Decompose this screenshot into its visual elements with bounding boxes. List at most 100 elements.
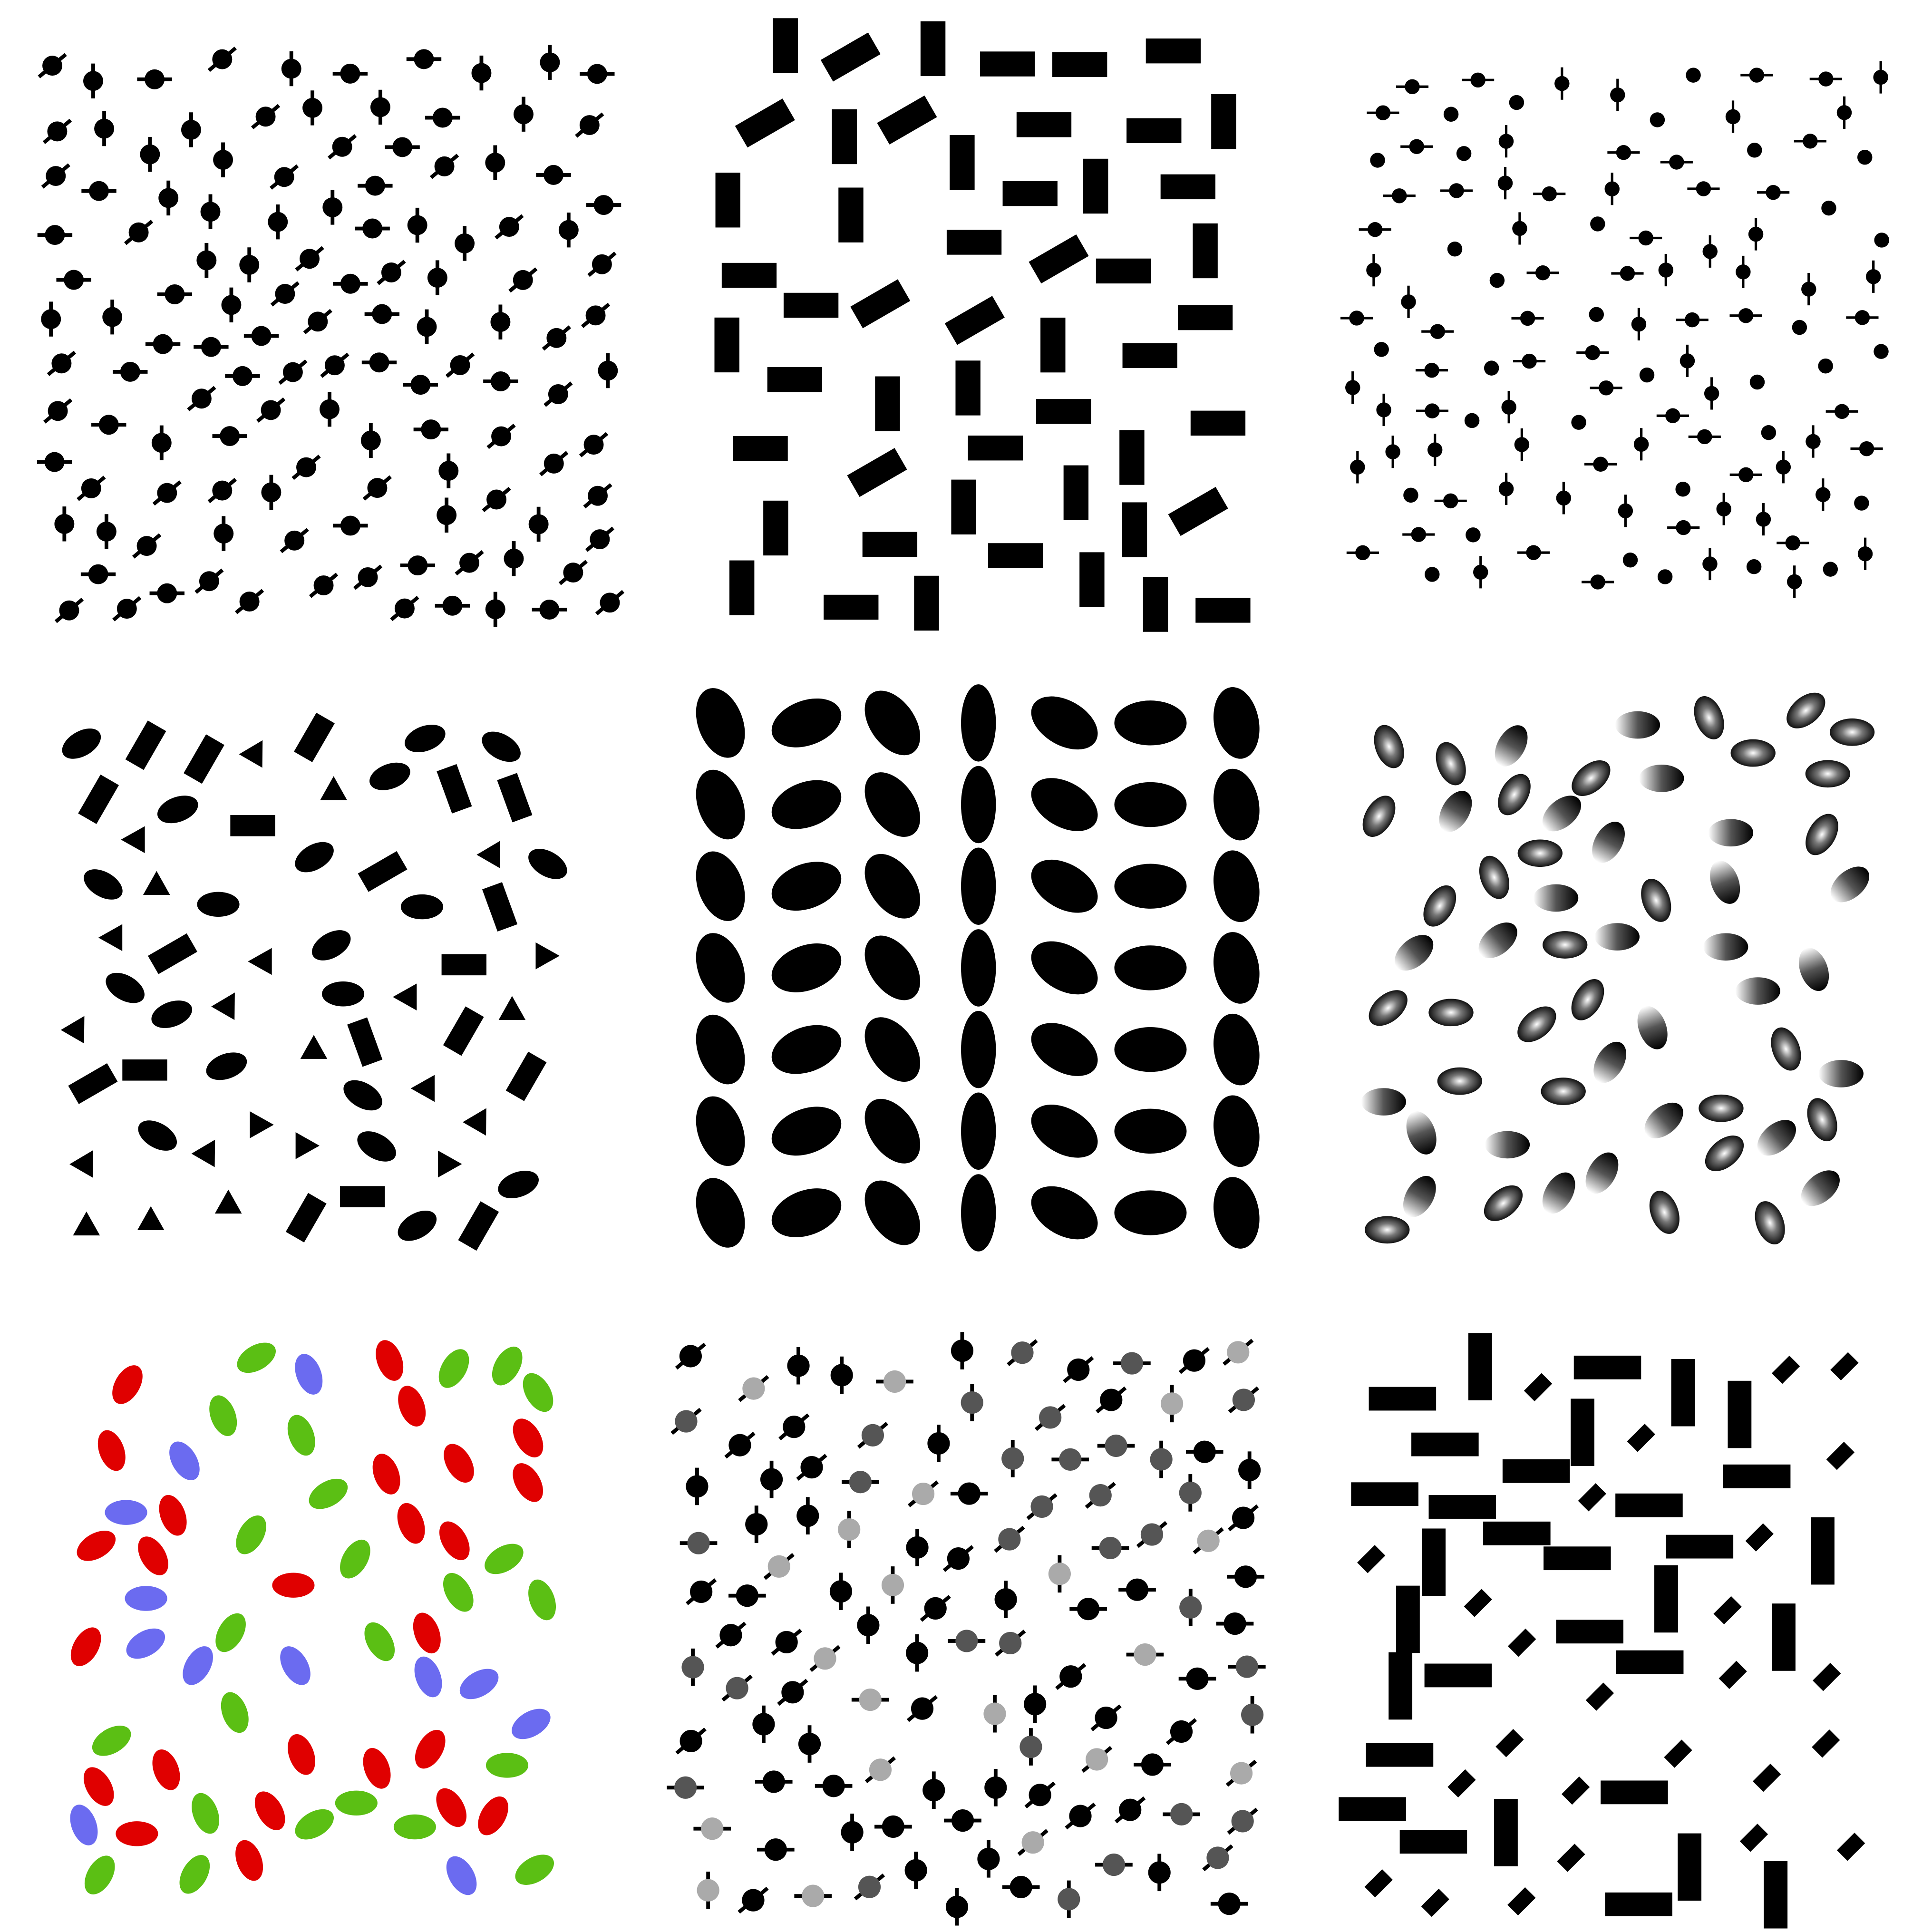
bar [950, 135, 975, 190]
ellipse [443, 1573, 474, 1612]
dot [955, 1630, 978, 1652]
dot [1823, 562, 1838, 577]
ellipse [696, 1096, 745, 1166]
dot [882, 1815, 904, 1838]
dot [1069, 1805, 1092, 1827]
bar [1122, 502, 1147, 557]
dot [1815, 487, 1831, 502]
dot [1086, 1748, 1108, 1771]
dot [1716, 501, 1731, 517]
ellipse [237, 1342, 276, 1373]
dot [906, 1536, 929, 1559]
triangle [410, 1075, 435, 1102]
dot [81, 478, 101, 498]
dot [407, 215, 427, 235]
dot [781, 1681, 804, 1704]
ellipse [287, 1415, 315, 1456]
bar [441, 954, 486, 976]
ellipse [1593, 1041, 1627, 1083]
ellipse [106, 972, 145, 1003]
dot [485, 599, 505, 620]
dot [588, 485, 608, 506]
dot [370, 97, 390, 117]
bar [482, 882, 518, 932]
triangle [239, 740, 263, 768]
ellipse [1214, 1095, 1260, 1167]
bar [1772, 1603, 1796, 1671]
triangle [295, 1132, 320, 1159]
bar [1745, 1523, 1774, 1552]
dot [600, 592, 620, 613]
ellipse [1829, 718, 1875, 746]
dot [499, 217, 519, 237]
dot [563, 563, 583, 583]
dot [927, 1432, 950, 1455]
ellipse [398, 1386, 426, 1427]
dot [814, 1647, 836, 1670]
dot [120, 361, 140, 382]
ellipse [62, 728, 101, 759]
dot [48, 401, 68, 421]
ellipse [1436, 742, 1466, 786]
dot [1021, 1831, 1044, 1854]
ellipse [116, 1821, 158, 1846]
dot [191, 388, 212, 409]
dot [1696, 181, 1711, 196]
ellipse [528, 849, 567, 879]
dot [904, 1859, 927, 1882]
dot [89, 181, 109, 201]
bar [1146, 38, 1201, 64]
dot [157, 483, 177, 503]
dot [1761, 425, 1777, 440]
ellipse [1498, 774, 1531, 816]
dot [1657, 569, 1673, 584]
ellipse [864, 1180, 921, 1245]
bar [497, 773, 533, 823]
dot [98, 415, 119, 435]
bar [1040, 317, 1066, 373]
dot [1089, 1484, 1112, 1507]
dot [233, 366, 252, 386]
bar [1502, 1459, 1570, 1483]
ellipse [446, 1856, 477, 1895]
bar [1002, 181, 1058, 206]
dot [1593, 456, 1608, 472]
ellipse [771, 1107, 842, 1156]
ellipse [512, 1709, 551, 1739]
dot [1409, 139, 1424, 154]
bar [230, 815, 275, 836]
dot [1748, 226, 1764, 242]
ellipse [398, 1210, 437, 1241]
triangle [211, 992, 235, 1020]
bar [1678, 1833, 1702, 1901]
dot [1241, 1703, 1264, 1726]
bar [877, 95, 937, 145]
dot [1374, 342, 1389, 357]
dot [1658, 262, 1674, 278]
dot [1498, 481, 1514, 496]
dot [367, 478, 388, 498]
bar [1601, 1780, 1668, 1805]
ellipse [696, 851, 745, 921]
dot [46, 166, 66, 186]
dot [1639, 367, 1655, 383]
bar [1421, 1888, 1449, 1917]
dot [408, 555, 428, 576]
ellipse [295, 842, 334, 873]
dot [1140, 1523, 1164, 1546]
dot [42, 56, 63, 76]
dot [849, 1471, 872, 1494]
dot [1148, 1861, 1171, 1884]
bar [1364, 1869, 1393, 1898]
dot [585, 305, 606, 326]
ellipse [1786, 692, 1825, 728]
dot [1620, 266, 1635, 281]
ellipse [492, 1346, 523, 1386]
bar [1079, 552, 1105, 607]
ellipse [288, 1734, 315, 1775]
ellipse [771, 1188, 842, 1237]
dot [1385, 444, 1400, 459]
dot [1738, 467, 1754, 483]
dot [1231, 1810, 1254, 1833]
